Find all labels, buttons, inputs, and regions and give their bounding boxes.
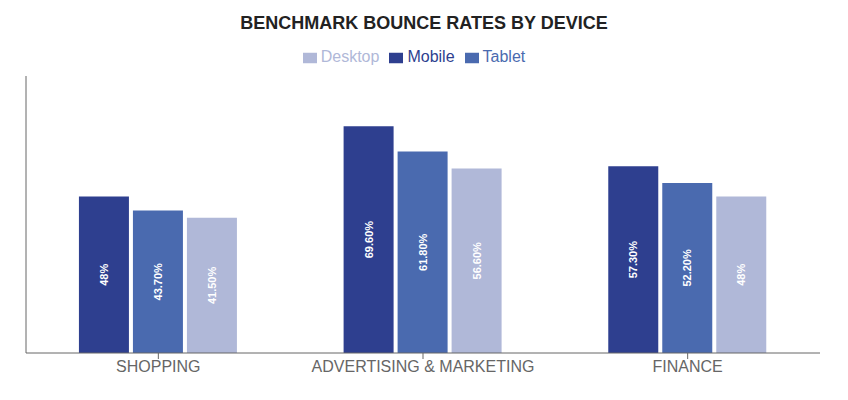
html-text:BENCHMARK BOUNCE RATES BY DEVI: BENCHMARK BOUNCE RATES BY DEVICE [240, 13, 608, 33]
svg-text:ADVERTISING & MARKETING: ADVERTISING & MARKETING [312, 358, 535, 375]
svg-text:41.50%: 41.50% [206, 267, 218, 305]
svg-text:SHOPPING: SHOPPING [116, 358, 200, 375]
svg-text:43.70%: 43.70% [152, 263, 164, 301]
svg-text:FINANCE: FINANCE [653, 358, 723, 375]
svg-text:48%: 48% [98, 264, 110, 286]
svg-text:48%: 48% [735, 264, 747, 286]
svg-text:69.60%: 69.60% [363, 221, 375, 259]
svg-text:52.20%: 52.20% [681, 249, 693, 287]
svg-text:57.30%: 57.30% [627, 241, 639, 279]
svg-text:56.60%: 56.60% [471, 242, 483, 280]
svg-text:61.80%: 61.80% [417, 233, 429, 271]
html-text:Mobile: Mobile [407, 48, 455, 65]
html-text:Tablet: Tablet [482, 48, 526, 65]
html-text:Desktop: Desktop [320, 48, 380, 65]
